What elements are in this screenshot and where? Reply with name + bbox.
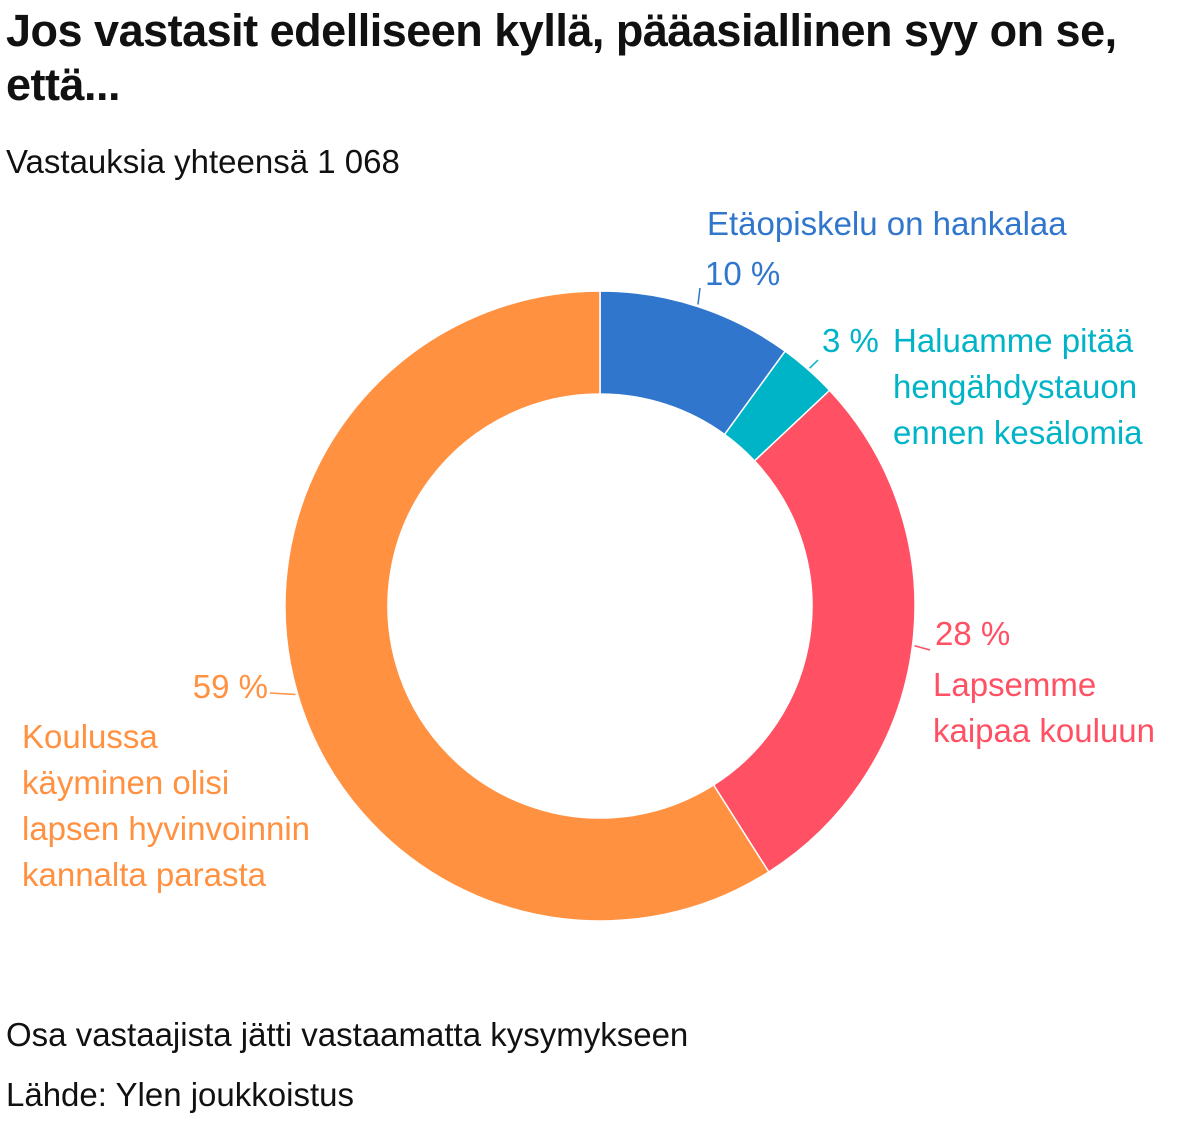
donut-chart: 10 % Etäopiskelu on hankalaa 3 % Haluamme p…: [22, 205, 1155, 922]
donut-slices: [284, 290, 916, 922]
chart-subtitle: Vastauksia yhteensä 1 068: [6, 143, 400, 180]
slice-value-label-1: 10 %: [705, 255, 780, 292]
leader-line-2: [809, 359, 819, 369]
slice-name-label-1: Etäopiskelu on hankalaa: [707, 205, 1067, 242]
footnote: Osa vastaajista jätti vastaamatta kysymy…: [6, 1016, 689, 1053]
slice-value-label-2: 3 %: [822, 322, 879, 359]
slice-labels: 10 % Etäopiskelu on hankalaa 3 % Haluamme p…: [22, 205, 1155, 893]
leader-lines: [269, 287, 931, 696]
slice-name-label-3: Lapsemme kaipaa kouluun: [933, 666, 1155, 749]
slice-name-label-4: Koulussa käyminen olisi lapsen hyvinvoinni…: [22, 718, 310, 893]
slice-name-label-2: Haluamme pitää hengähdystauon ennen kesälo…: [893, 322, 1143, 451]
slice-value-label-3: 28 %: [935, 615, 1010, 652]
leader-line-3: [914, 645, 931, 651]
chart-title: Jos vastasit edelliseen kyllä, pääasiall…: [6, 5, 1117, 110]
slice-3: [712, 389, 916, 873]
slice-value-label-4: 59 %: [193, 668, 268, 705]
leader-line-1: [697, 287, 701, 305]
slice-4: [284, 290, 770, 922]
leader-line-4: [269, 692, 296, 696]
source-note: Lähde: Ylen joukkoistus: [6, 1076, 354, 1113]
